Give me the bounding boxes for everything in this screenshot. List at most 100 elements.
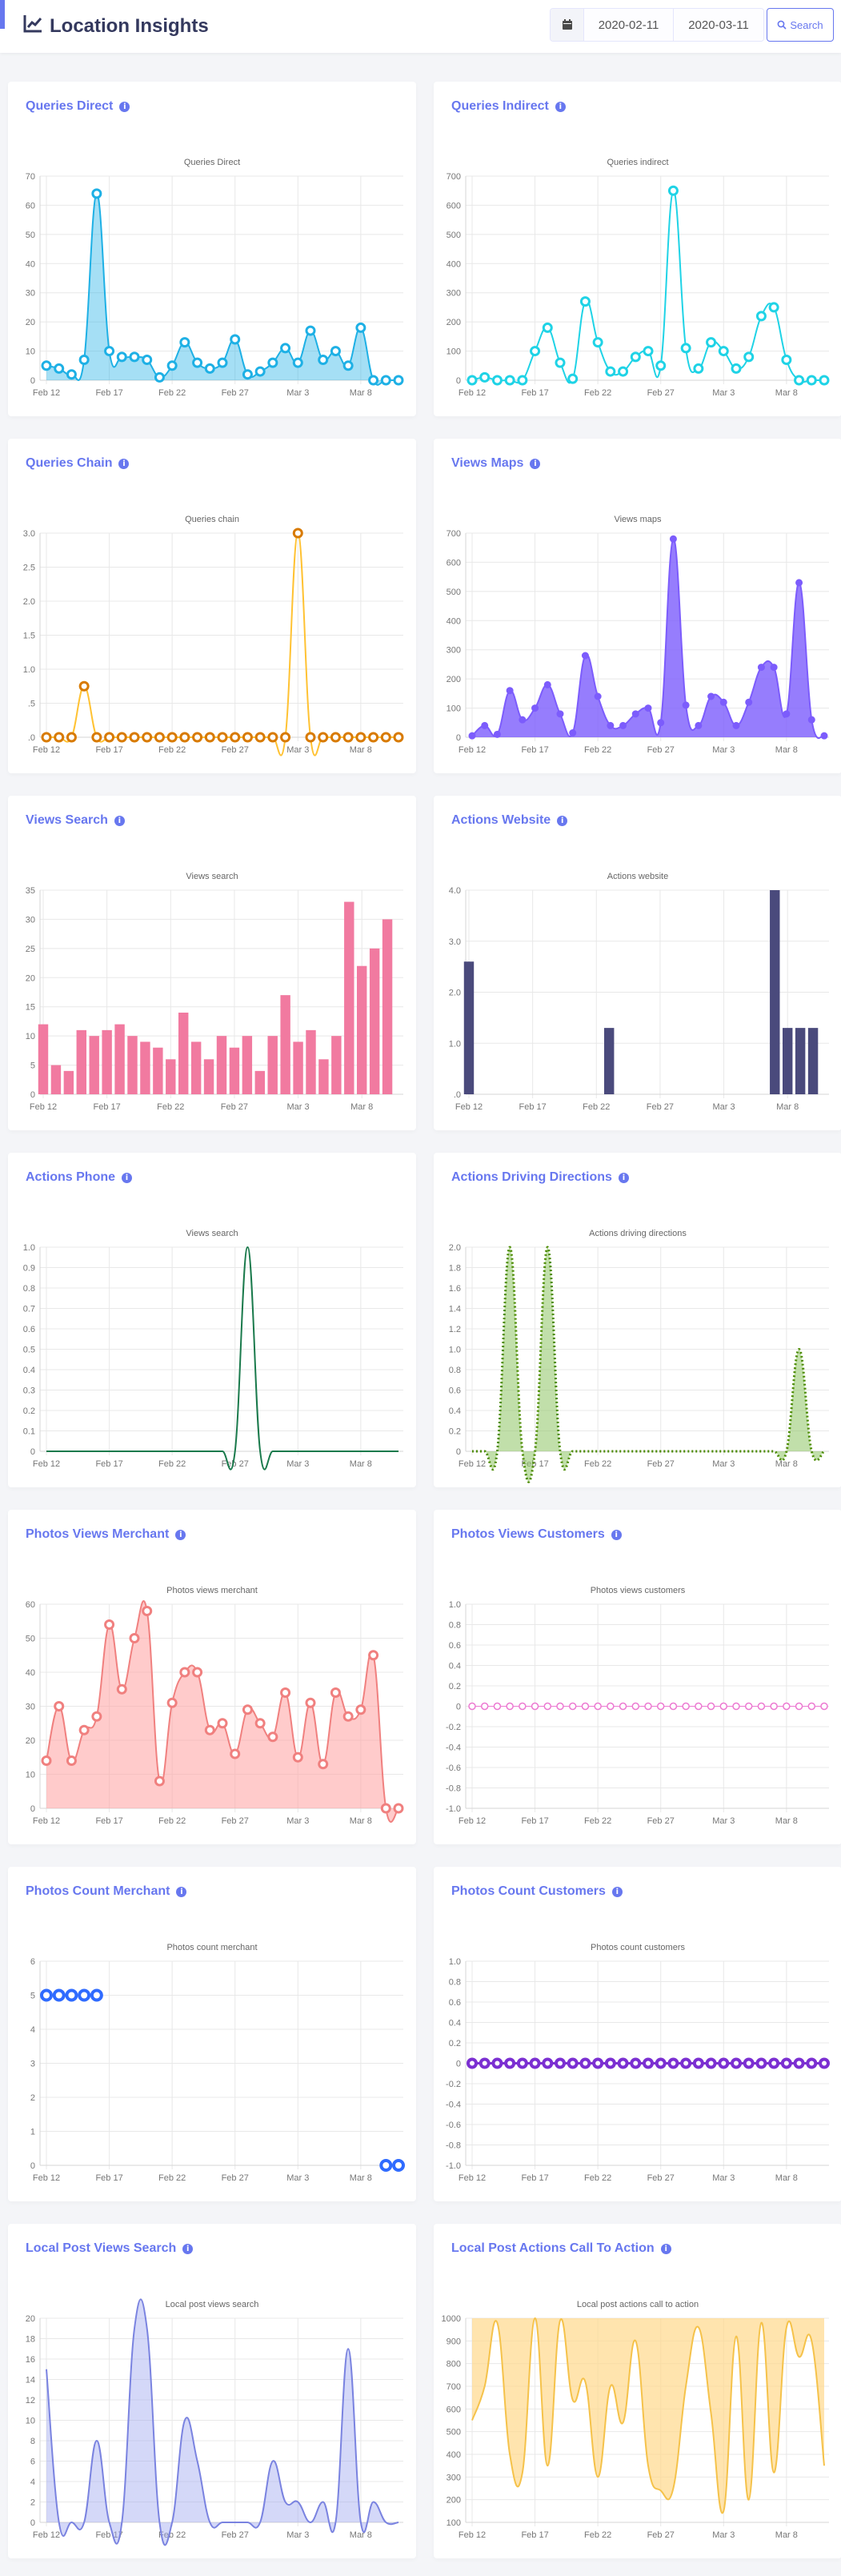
y-tick-label: 20 — [26, 2314, 35, 2324]
info-icon[interactable]: i — [122, 1172, 133, 1183]
data-point — [192, 1667, 203, 1678]
info-icon[interactable]: i — [555, 101, 566, 112]
data-point — [230, 1748, 241, 1759]
bar — [463, 961, 475, 1094]
date-to-input[interactable] — [674, 9, 763, 41]
card-title-text: Actions Driving Directions — [451, 1170, 612, 1184]
info-icon[interactable]: i — [182, 2243, 194, 2254]
chart-card: Photos Count Merchant i Photos count merch… — [8, 1867, 416, 2201]
data-point — [129, 1633, 140, 1643]
data-point — [579, 296, 591, 307]
data-point — [267, 1731, 278, 1743]
data-point — [217, 357, 228, 368]
info-icon[interactable]: i — [660, 2243, 671, 2254]
x-tick-label: Mar 8 — [350, 1459, 372, 1469]
data-point — [768, 302, 779, 313]
chart-title: Views maps — [614, 515, 662, 524]
data-point — [519, 716, 527, 724]
y-tick-label: 1000 — [442, 2314, 461, 2324]
data-point — [732, 1702, 740, 1711]
data-point — [468, 732, 476, 740]
data-point — [204, 363, 215, 374]
info-icon[interactable]: i — [176, 1886, 187, 1897]
info-icon[interactable]: i — [530, 458, 541, 469]
info-icon[interactable]: i — [618, 1172, 629, 1183]
data-point — [40, 1988, 53, 2002]
y-tick-label: 300 — [447, 2473, 461, 2482]
y-tick-label: 10 — [26, 1771, 35, 1780]
card-title-text: Actions Phone — [26, 1170, 116, 1184]
info-icon[interactable]: i — [557, 815, 568, 826]
data-point — [66, 369, 77, 380]
data-point — [41, 360, 52, 371]
data-point — [504, 375, 515, 386]
date-from-input[interactable] — [584, 9, 674, 41]
y-tick-label: 1.6 — [449, 1284, 461, 1294]
y-tick-label: 3.0 — [23, 529, 35, 539]
y-tick-label: 18 — [26, 2335, 35, 2345]
data-point — [491, 375, 503, 386]
x-tick-label: Feb 17 — [521, 2530, 548, 2540]
data-point — [707, 692, 715, 700]
x-tick-label: Feb 17 — [95, 1459, 122, 1469]
data-point — [519, 1702, 527, 1711]
y-tick-label: 600 — [447, 201, 461, 211]
info-icon[interactable]: i — [611, 1529, 622, 1540]
x-tick-label: Feb 17 — [521, 1816, 548, 1826]
data-point — [579, 2057, 591, 2069]
card-title: Local Post Views Search i — [26, 2241, 194, 2256]
y-tick-label: -1.0 — [446, 2161, 461, 2171]
info-icon[interactable]: i — [175, 1529, 186, 1540]
date-range-filter — [550, 8, 764, 42]
bar — [203, 1059, 214, 1094]
chart-container: Local post views search 0 2 4 6 8 10 12 14 16 18 20… — [8, 2286, 416, 2558]
data-point — [116, 1683, 127, 1695]
data-point — [154, 371, 165, 383]
y-tick-label: 200 — [447, 318, 461, 327]
card-title-text: Local Post Views Search — [26, 2241, 177, 2255]
y-tick-label: 0.2 — [23, 1406, 35, 1416]
x-tick-label: Feb 27 — [647, 745, 675, 755]
bar — [293, 1041, 303, 1094]
series-area — [472, 2317, 824, 2514]
data-point — [179, 1667, 190, 1678]
data-point — [807, 716, 815, 724]
charts-grid: Queries Direct i Queries Direct 0 10 20 30 40 50… — [8, 82, 841, 2558]
info-icon[interactable]: i — [118, 458, 130, 469]
data-point — [592, 337, 603, 348]
y-tick-label: 60 — [26, 201, 35, 211]
info-icon[interactable]: i — [119, 101, 130, 112]
info-icon[interactable]: i — [611, 1886, 623, 1897]
y-tick-label: 400 — [447, 2450, 461, 2460]
x-tick-label: Feb 22 — [584, 388, 611, 398]
search-icon — [777, 20, 787, 30]
data-point — [732, 721, 740, 729]
data-point — [479, 2057, 491, 2069]
y-tick-label: 2.0 — [449, 989, 461, 998]
y-tick-label: 30 — [26, 289, 35, 299]
data-point — [242, 369, 253, 380]
data-point — [41, 732, 52, 743]
calendar-icon[interactable] — [551, 9, 584, 41]
y-tick-label: 700 — [447, 172, 461, 182]
y-tick-label: 700 — [447, 529, 461, 539]
data-point — [630, 2057, 642, 2069]
x-tick-label: Feb 12 — [33, 2530, 60, 2540]
chart-svg: Photos count merchant 0 1 2 3 4 5 6 Feb 12 Feb 17… — [30, 1943, 405, 2183]
data-point — [529, 2057, 541, 2069]
data-point — [129, 732, 140, 743]
y-tick-label: 0 — [30, 1447, 35, 1457]
bar — [795, 1028, 806, 1094]
card-title-text: Local Post Actions Call To Action — [451, 2241, 655, 2255]
x-tick-label: Mar 8 — [775, 1459, 798, 1469]
chart-title: Photos count merchant — [166, 1943, 257, 1952]
x-tick-label: Feb 27 — [222, 2530, 249, 2540]
x-tick-label: Feb 17 — [95, 1816, 122, 1826]
info-icon[interactable]: i — [114, 815, 125, 826]
search-button[interactable]: Search — [767, 8, 834, 42]
data-point — [731, 363, 742, 374]
y-tick-label: 30 — [26, 1703, 35, 1712]
data-point — [517, 375, 528, 386]
data-point — [166, 732, 178, 743]
data-point — [530, 346, 541, 357]
